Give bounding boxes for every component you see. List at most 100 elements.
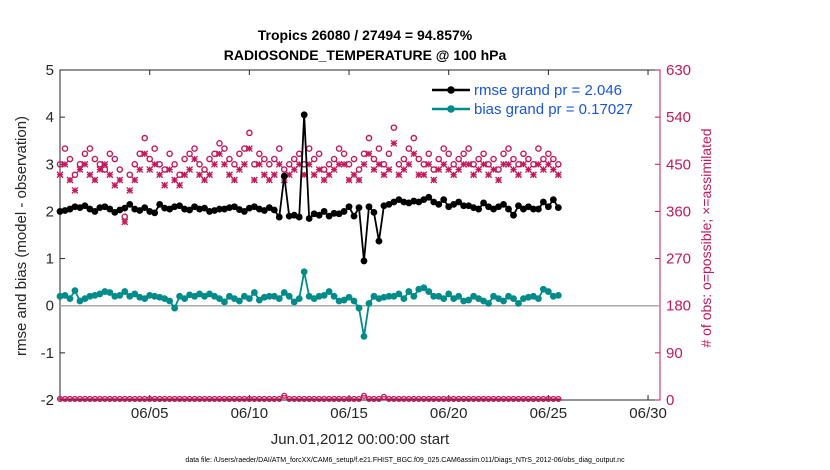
obs-possible-point [435, 155, 443, 163]
rmse-point [539, 198, 547, 206]
obs-possible-point [490, 155, 497, 163]
x-axis: 06/05 06/10 06/15 06/20 06/25 06/30 [131, 70, 667, 422]
obs-assimilated-point [141, 150, 149, 158]
obs-possible-point [81, 150, 89, 158]
obs-assimilated-point [131, 176, 139, 184]
obs-possible-point [440, 145, 448, 152]
rmse-point [425, 193, 433, 201]
y-tick-label: 0 [46, 298, 54, 315]
rmse-point [141, 204, 149, 212]
obs-assimilated-point [549, 166, 557, 173]
y-axis-label: rmse and bias (model - observation) [13, 116, 30, 356]
rmse-point [216, 205, 223, 213]
obs-assimilated-point [544, 160, 552, 168]
obs-assimilated-point [515, 171, 522, 179]
bias-point [290, 298, 298, 306]
obs-possible-point [540, 155, 547, 163]
obs-possible-point [550, 155, 557, 163]
obs-assimilated-point [66, 176, 74, 184]
rmse-point [544, 203, 552, 211]
obs-possible-point [86, 145, 94, 152]
obs-possible-point [465, 145, 472, 152]
obs-possible-point [310, 155, 318, 163]
y-tick-label: 1 [46, 251, 54, 268]
obs-possible-point [535, 145, 542, 152]
obs-assimilated-point [350, 171, 358, 179]
obs-possible-point [196, 160, 203, 168]
bias-point [320, 291, 328, 299]
rmse-point [554, 204, 562, 212]
bias-point [345, 293, 353, 301]
bias-point [295, 295, 303, 303]
obs-assimilated-point [400, 166, 408, 173]
obs-assimilated-point [524, 166, 532, 173]
y-axis-right: 0 90 180 270 360 450 540 630 [655, 62, 691, 409]
obs-count-bottom-point [375, 395, 382, 403]
obs-assimilated-point [375, 160, 383, 168]
y-tick-label: 4 [46, 109, 54, 126]
obs-assimilated-point [360, 160, 368, 168]
rmse-point [136, 207, 144, 214]
bias-point [166, 297, 174, 305]
bias-point [116, 291, 124, 299]
obs-assimilated-point [425, 160, 433, 168]
bias-point [465, 296, 473, 304]
y-tick-label: 2 [46, 203, 54, 220]
y-tick-label: 3 [46, 156, 54, 173]
bias-point [275, 295, 283, 303]
obs-count-bottom-point [281, 392, 288, 399]
obs-assimilated-point [61, 160, 69, 168]
obs-assimilated-point [121, 218, 129, 226]
obs-assimilated-point [390, 139, 398, 147]
bias-point [66, 295, 74, 303]
obs-assimilated-point [206, 171, 213, 179]
obs-assimilated-point [290, 166, 298, 173]
rmse-point [535, 205, 542, 213]
bias-point [395, 290, 403, 298]
obs-possible-point [171, 160, 178, 168]
rmse-point [460, 202, 468, 210]
y2-tick-label: 360 [666, 203, 691, 220]
rmse-point [355, 204, 363, 212]
obs-assimilated-point [320, 176, 328, 184]
obs-possible-point [91, 155, 99, 163]
obs-assimilated-point [450, 171, 458, 179]
bias-point [121, 288, 129, 295]
y-axis-left: -2 -1 0 1 2 3 4 5 [41, 62, 65, 409]
obs-possible-point [275, 145, 283, 152]
obs-possible-point [410, 134, 418, 142]
obs-possible-point [520, 150, 527, 158]
rmse-point [126, 200, 134, 208]
obs-assimilated-point [495, 176, 502, 184]
obs-count-bottom-point [355, 395, 363, 403]
bias-point [265, 292, 273, 300]
obs-assimilated-point [345, 176, 353, 184]
obs-assimilated-point [106, 171, 114, 179]
obs-assimilated-point [211, 160, 218, 168]
x-axis-label: Jun.01,2012 00:00:00 start [271, 431, 450, 448]
obs-assimilated-point [146, 166, 154, 173]
bias-point [340, 296, 348, 304]
obs-possible-point [106, 150, 114, 158]
obs-assimilated-point [56, 171, 64, 179]
data-file-footer: data file: /Users/raeder/DAI/ATM_forcXX/… [185, 457, 625, 464]
bias-point [106, 289, 114, 296]
obs-possible-point [221, 145, 228, 152]
bias-point [405, 288, 413, 295]
bias-point [171, 304, 179, 312]
obs-assimilated-point [225, 171, 233, 179]
bias-point [385, 292, 393, 300]
x-tick-label: 06/30 [629, 405, 667, 422]
y2-tick-label: 0 [666, 392, 674, 409]
obs-possible-point [450, 160, 457, 168]
rmse-point [295, 213, 303, 221]
bias-point [445, 290, 453, 298]
bias-point [535, 295, 542, 303]
obs-possible-point [455, 155, 462, 163]
obs-assimilated-point [191, 155, 199, 163]
obs-assimilated-point [539, 166, 547, 173]
rmse-point [440, 196, 448, 204]
legend-rmse-marker [447, 86, 455, 94]
obs-possible-point [350, 155, 358, 163]
rmse-point [270, 206, 278, 214]
